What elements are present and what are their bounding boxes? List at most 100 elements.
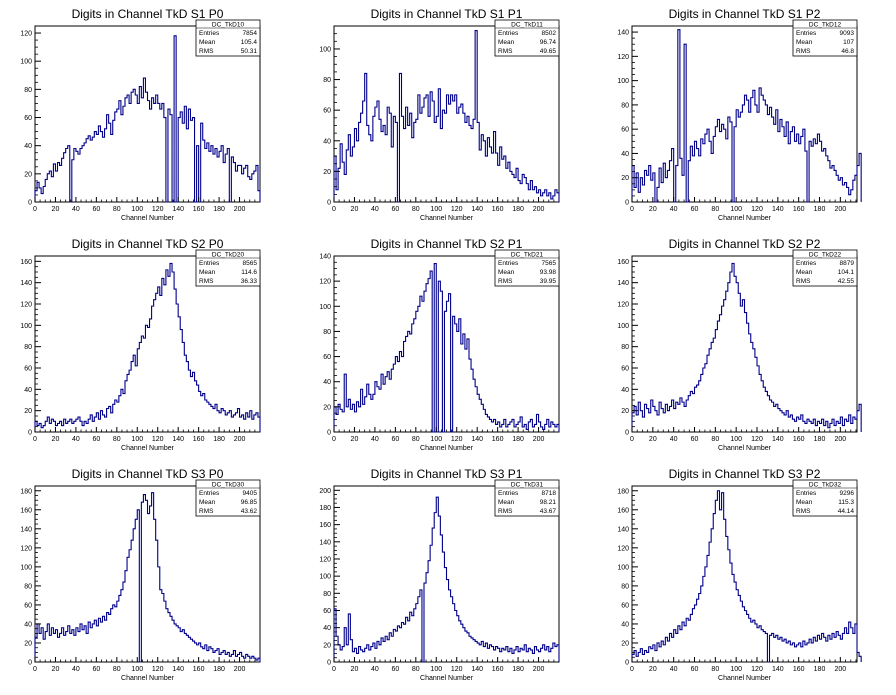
x-tick-label: 180 bbox=[512, 666, 524, 673]
stats-row-label: Entries bbox=[199, 490, 220, 497]
x-tick-label: 80 bbox=[711, 206, 719, 213]
stats-box bbox=[195, 479, 261, 517]
x-tick-label: 120 bbox=[451, 206, 463, 213]
y-tick-label: 20 bbox=[24, 408, 32, 415]
x-tick-label: 20 bbox=[649, 206, 657, 213]
x-tick-label: 0 bbox=[332, 206, 336, 213]
stats-row-label: RMS bbox=[498, 48, 513, 55]
y-tick-label: 0 bbox=[327, 200, 331, 207]
histogram-panel: Digits in Channel TkD S2 P2 0 20 40 60 80 100 1… bbox=[597, 230, 895, 465]
stats-row-label: Mean bbox=[199, 39, 216, 46]
y-tick-label: 0 bbox=[625, 430, 629, 437]
stats-box bbox=[494, 19, 560, 57]
x-tick-label: 100 bbox=[730, 666, 742, 673]
x-tick-label: 140 bbox=[471, 436, 483, 443]
x-tick-label: 60 bbox=[92, 666, 100, 673]
stats-row-value: 49.65 bbox=[540, 48, 557, 55]
y-tick-label: 100 bbox=[617, 323, 629, 330]
x-tick-label: 160 bbox=[793, 206, 805, 213]
stats-box bbox=[792, 19, 858, 57]
y-tick-label: 60 bbox=[621, 602, 629, 609]
x-tick-label: 120 bbox=[152, 436, 164, 443]
x-tick-label: 200 bbox=[834, 436, 846, 443]
stats-box-name: DC_TkD21 bbox=[511, 252, 544, 259]
x-tick-label: 40 bbox=[72, 436, 80, 443]
y-tick-label: 140 bbox=[617, 526, 629, 533]
stats-row-label: RMS bbox=[796, 48, 811, 55]
x-tick-label: 140 bbox=[172, 666, 184, 673]
y-tick-label: 60 bbox=[24, 602, 32, 609]
chart-title: Digits in Channel TkD S2 P0 bbox=[72, 237, 224, 251]
y-tick-label: 40 bbox=[621, 387, 629, 394]
x-tick-label: 100 bbox=[430, 436, 442, 443]
y-tick-label: 20 bbox=[24, 171, 32, 178]
x-tick-label: 180 bbox=[512, 206, 524, 213]
y-tick-label: 80 bbox=[24, 344, 32, 351]
y-tick-label: 120 bbox=[319, 556, 331, 563]
x-tick-label: 60 bbox=[691, 666, 699, 673]
y-tick-label: 120 bbox=[319, 279, 331, 286]
x-tick-label: 200 bbox=[834, 666, 846, 673]
x-tick-label: 0 bbox=[33, 436, 37, 443]
x-tick-label: 200 bbox=[533, 206, 545, 213]
histogram-panel: Digits in Channel TkD S2 P1 0 20 40 60 80 100 1… bbox=[299, 230, 597, 465]
stats-row-value: 50.31 bbox=[241, 48, 258, 55]
y-tick-label: 20 bbox=[621, 640, 629, 647]
y-tick-label: 60 bbox=[323, 608, 331, 615]
x-tick-label: 40 bbox=[72, 666, 80, 673]
x-tick-label: 0 bbox=[630, 436, 634, 443]
chart-title: Digits in Channel TkD S1 P2 bbox=[669, 7, 821, 21]
x-tick-label: 0 bbox=[332, 436, 336, 443]
x-tick-label: 180 bbox=[213, 666, 225, 673]
x-tick-label: 40 bbox=[371, 436, 379, 443]
stats-box bbox=[792, 479, 858, 517]
x-tick-label: 20 bbox=[351, 206, 359, 213]
x-axis-label: Channel Number bbox=[718, 675, 772, 682]
stats-row-label: Mean bbox=[796, 39, 813, 46]
y-tick-label: 120 bbox=[20, 302, 32, 309]
x-tick-label: 120 bbox=[152, 666, 164, 673]
x-tick-label: 180 bbox=[814, 666, 826, 673]
x-tick-label: 80 bbox=[412, 666, 420, 673]
plot-frame bbox=[631, 485, 858, 663]
stats-row-value: 9296 bbox=[840, 490, 855, 497]
x-tick-label: 180 bbox=[814, 206, 826, 213]
x-tick-label: 100 bbox=[730, 436, 742, 443]
y-tick-label: 100 bbox=[617, 564, 629, 571]
y-tick-label: 20 bbox=[323, 404, 331, 411]
plot-frame bbox=[631, 25, 858, 203]
stats-row-value: 46.8 bbox=[841, 48, 854, 55]
stats-row-label: Mean bbox=[498, 39, 515, 46]
histogram-svg: Digits in Channel TkD S3 P0 0 20 40 60 80 100 1… bbox=[20, 467, 261, 682]
y-tick-label: 20 bbox=[621, 408, 629, 415]
y-tick-label: 160 bbox=[617, 507, 629, 514]
x-tick-label: 60 bbox=[391, 206, 399, 213]
stats-row-value: 8502 bbox=[542, 30, 557, 37]
x-tick-label: 20 bbox=[351, 666, 359, 673]
histogram-series-line bbox=[631, 29, 862, 203]
y-tick-label: 140 bbox=[319, 539, 331, 546]
y-tick-label: 100 bbox=[20, 59, 32, 66]
y-tick-label: 160 bbox=[20, 259, 32, 266]
histogram-svg: Digits in Channel TkD S3 P1 0 20 40 60 80 100 1… bbox=[319, 467, 560, 682]
y-tick-label: 100 bbox=[20, 323, 32, 330]
y-tick-label: 20 bbox=[621, 175, 629, 182]
x-tick-label: 160 bbox=[193, 436, 205, 443]
stats-row-label: RMS bbox=[498, 278, 513, 285]
x-tick-label: 80 bbox=[113, 206, 121, 213]
x-axis-label: Channel Number bbox=[420, 215, 474, 222]
stats-row-value: 8718 bbox=[542, 490, 557, 497]
x-tick-label: 200 bbox=[533, 436, 545, 443]
x-tick-label: 160 bbox=[193, 206, 205, 213]
x-tick-label: 140 bbox=[471, 206, 483, 213]
y-tick-label: 20 bbox=[24, 640, 32, 647]
stats-row-value: 39.95 bbox=[540, 278, 557, 285]
y-tick-label: 140 bbox=[617, 280, 629, 287]
x-axis-label: Channel Number bbox=[121, 445, 175, 452]
y-tick-label: 160 bbox=[617, 259, 629, 266]
stats-row-value: 114.6 bbox=[241, 269, 257, 276]
y-tick-label: 80 bbox=[24, 583, 32, 590]
y-tick-label: 140 bbox=[319, 254, 331, 261]
x-tick-label: 160 bbox=[793, 436, 805, 443]
y-tick-label: 80 bbox=[24, 87, 32, 94]
